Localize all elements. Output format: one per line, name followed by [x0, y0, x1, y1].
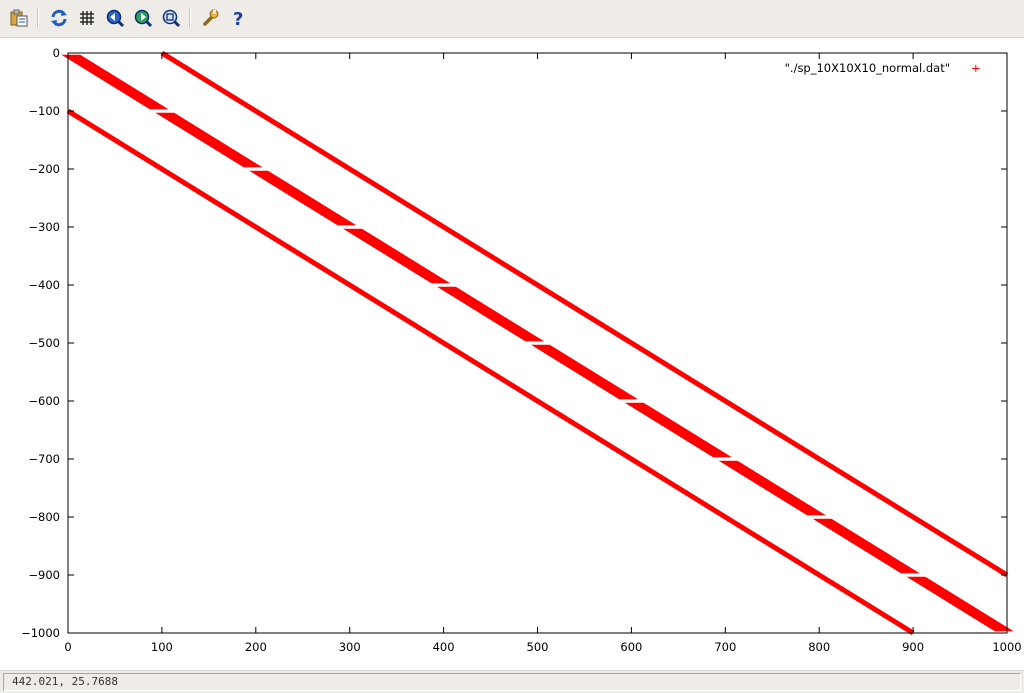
data-series [61, 50, 1014, 636]
main-band-block [155, 112, 263, 168]
axis-ticks: 0 100 200 300 400 500 600 700 800 900 1000 0 −100 −20… [21, 46, 1022, 654]
toolbar: ? [0, 0, 1024, 38]
main-band-block [624, 402, 732, 458]
unzoom-icon [162, 9, 181, 28]
legend: "./sp_10X10X10_normal.dat" + [785, 61, 981, 75]
legend-label: "./sp_10X10X10_normal.dat" [785, 61, 950, 75]
y-tick-label: 0 [53, 46, 60, 60]
legend-marker: + [971, 61, 981, 75]
y-tick-label: −700 [28, 452, 60, 466]
lower-band-line [66, 108, 915, 636]
main-band-block [343, 228, 451, 284]
y-tick-label: −900 [28, 568, 60, 582]
zoom-previous-button[interactable] [104, 7, 126, 29]
grid-button[interactable] [76, 7, 98, 29]
plot-area[interactable]: 0 100 200 300 400 500 600 700 800 900 1000 0 −100 −20… [0, 38, 1024, 670]
copy-clipboard-button[interactable] [8, 7, 30, 29]
toolbar-separator [37, 8, 39, 28]
toolbar-separator [189, 8, 191, 28]
y-tick-label: −800 [28, 510, 60, 524]
replot-icon [51, 9, 67, 27]
scatter-chart[interactable]: 0 100 200 300 400 500 600 700 800 900 1000 0 −100 −20… [0, 38, 1024, 670]
coordinates-readout: 442.021, 25.7688 [3, 673, 1021, 691]
clipboard-icon [10, 9, 28, 27]
main-band-block [718, 460, 826, 516]
main-band-block [437, 286, 545, 342]
x-tick-label: 600 [620, 640, 642, 654]
status-bar: 442.021, 25.7688 [0, 670, 1024, 693]
y-tick-label: −400 [28, 278, 60, 292]
x-tick-label: 400 [433, 640, 455, 654]
grid-icon [80, 11, 94, 25]
main-band-block [249, 170, 357, 226]
upper-band-line [160, 50, 1009, 578]
main-band-block [61, 54, 169, 110]
main-band-block [812, 518, 920, 574]
x-tick-label: 100 [151, 640, 173, 654]
zoom-next-icon [134, 9, 153, 28]
help-icon: ? [233, 9, 243, 28]
x-tick-label: 300 [339, 640, 361, 654]
y-tick-label: −1000 [21, 626, 60, 640]
y-tick-label: −500 [28, 336, 60, 350]
x-tick-label: 1000 [992, 640, 1021, 654]
x-tick-label: 0 [64, 640, 71, 654]
zoom-previous-icon [106, 9, 125, 28]
help-button[interactable]: ? [228, 7, 250, 29]
zoom-next-button[interactable] [132, 7, 154, 29]
x-tick-label: 800 [808, 640, 830, 654]
y-tick-label: −200 [28, 162, 60, 176]
wrench-icon [203, 9, 219, 26]
svg-text:?: ? [233, 9, 243, 28]
y-tick-label: −300 [28, 220, 60, 234]
x-tick-label: 200 [245, 640, 267, 654]
unzoom-button[interactable] [160, 7, 182, 29]
y-tick-label: −100 [28, 104, 60, 118]
x-tick-label: 500 [527, 640, 549, 654]
y-tick-label: −600 [28, 394, 60, 408]
main-band-block [530, 344, 638, 400]
main-band-block [906, 576, 1014, 632]
replot-button[interactable] [48, 7, 70, 29]
options-button[interactable] [199, 7, 221, 29]
x-tick-label: 900 [902, 640, 924, 654]
x-tick-label: 700 [714, 640, 736, 654]
